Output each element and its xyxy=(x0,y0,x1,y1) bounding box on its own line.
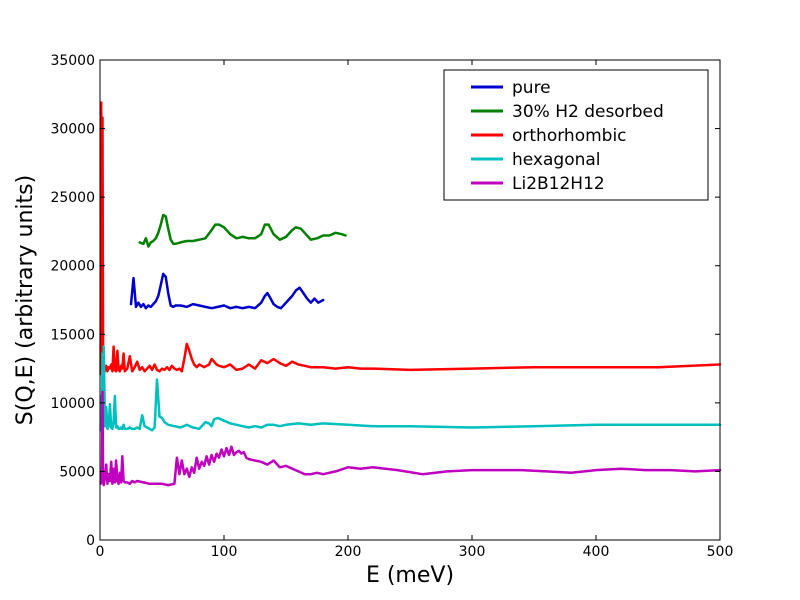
x-tick-label: 0 xyxy=(96,544,105,560)
y-tick-label: 10000 xyxy=(50,396,95,412)
x-axis-title: E (meV) xyxy=(366,563,454,588)
x-axis-ticks: 0 100 200 300 400 500 xyxy=(96,60,734,560)
x-tick-label: 300 xyxy=(459,544,486,560)
y-tick-label: 35000 xyxy=(50,53,95,69)
legend: pure 30% H2 desorbed orthorhombic hexagonal… xyxy=(443,69,709,201)
x-tick-label: 100 xyxy=(211,544,238,560)
legend-label: Li2B12H12 xyxy=(512,174,605,194)
y-tick-label: 20000 xyxy=(50,259,95,275)
y-tick-label: 30000 xyxy=(50,122,95,138)
legend-label: pure xyxy=(512,78,551,98)
y-tick-label: 0 xyxy=(86,533,95,549)
series-line-orthorhombic xyxy=(99,101,722,376)
legend-label: 30% H2 desorbed xyxy=(512,102,664,122)
x-tick-label: 200 xyxy=(335,544,362,560)
series-line-pure xyxy=(129,272,325,310)
y-tick-label: 25000 xyxy=(50,190,95,206)
y-axis-ticks: 0 5000 10000 15000 20000 25000 30000 35000 xyxy=(50,53,720,549)
x-tick-label: 500 xyxy=(707,544,734,560)
y-tick-label: 5000 xyxy=(59,464,95,480)
plot-area-frame xyxy=(99,59,721,541)
legend-label: orthorhombic xyxy=(512,126,627,146)
y-tick-label: 15000 xyxy=(50,327,95,343)
series-line-30-h2-desorbed xyxy=(138,213,347,248)
y-axis-title: S(Q,E) (arbitrary units) xyxy=(13,175,38,425)
series-line-hexagonal xyxy=(99,345,722,432)
legend-label: hexagonal xyxy=(512,150,601,170)
x-tick-label: 400 xyxy=(583,544,610,560)
series-layer xyxy=(99,101,722,487)
series-line-li2b12h12 xyxy=(99,390,722,487)
